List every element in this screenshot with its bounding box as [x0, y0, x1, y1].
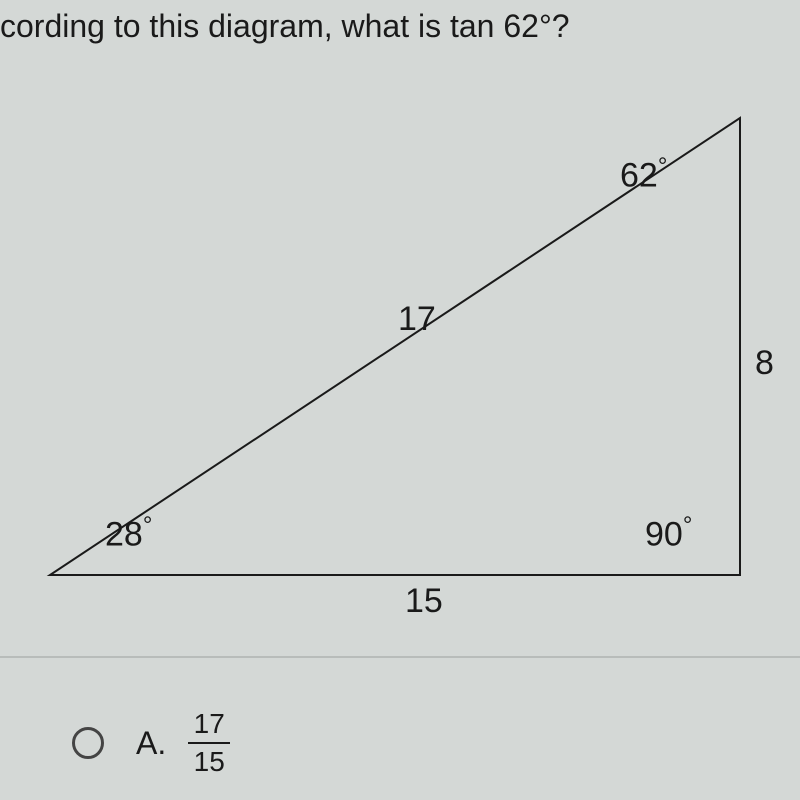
angle-28-label: 28° — [105, 512, 152, 554]
triangle-diagram: 62° 28° 90° 17 8 15 — [35, 90, 765, 610]
question-part2: ? — [552, 8, 570, 44]
section-divider — [0, 656, 800, 658]
angle-90-label: 90° — [645, 512, 692, 554]
answer-option-a[interactable]: A. 17 15 — [72, 710, 230, 776]
angle-62-label: 62° — [620, 153, 667, 195]
side-8-label: 8 — [755, 344, 774, 383]
question-part1: cording to this diagram, what is tan 62 — [0, 8, 539, 44]
option-letter: A. — [136, 725, 166, 762]
question-text: cording to this diagram, what is tan 62°… — [0, 8, 570, 45]
fraction-bar — [188, 742, 230, 744]
side-17-label: 17 — [398, 300, 436, 339]
radio-button[interactable] — [72, 727, 104, 759]
fraction-denominator: 15 — [194, 746, 225, 776]
question-degree: ° — [539, 8, 552, 44]
fraction-numerator: 17 — [194, 710, 225, 740]
side-15-label: 15 — [405, 582, 443, 621]
fraction-value: 17 15 — [188, 710, 230, 776]
